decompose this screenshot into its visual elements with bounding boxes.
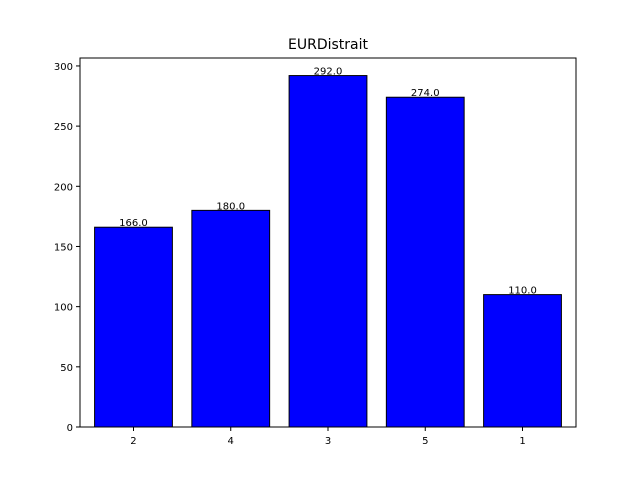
data-label-3: 292.0 (314, 67, 343, 78)
chart-title: EURDistrait (288, 37, 368, 53)
x-tick-label-3: 3 (325, 436, 331, 447)
y-tick-label-100: 100 (54, 303, 73, 314)
bar-1 (483, 294, 562, 428)
y-tick-label-250: 250 (54, 122, 73, 133)
bars-layer (94, 75, 562, 428)
data-labels-layer: 166.0 180.0 292.0 274.0 110.0 (119, 67, 537, 297)
data-label-4: 180.0 (216, 201, 245, 212)
y-tick-label-200: 200 (54, 182, 73, 193)
x-tick-label-1: 1 (519, 436, 525, 447)
bar-4 (191, 209, 271, 428)
x-tick-label-2: 2 (130, 436, 136, 447)
plot-area-frame (79, 57, 577, 428)
x-tick-label-5: 5 (422, 436, 428, 447)
bar-3 (288, 75, 368, 428)
y-tick-label-50: 50 (60, 363, 73, 374)
data-label-5: 274.0 (411, 88, 440, 99)
x-tick-label-4: 4 (228, 436, 234, 447)
x-axis: 2 4 3 5 1 (130, 427, 526, 447)
bar-2 (94, 226, 173, 428)
data-label-1: 110.0 (508, 286, 537, 297)
y-tick-label-150: 150 (54, 242, 73, 253)
y-tick-label-300: 300 (54, 62, 73, 73)
bar-5 (385, 96, 465, 428)
y-axis: 0 50 100 150 200 250 300 (54, 62, 80, 434)
y-tick-label-0: 0 (67, 423, 73, 434)
data-label-2: 166.0 (119, 218, 148, 229)
